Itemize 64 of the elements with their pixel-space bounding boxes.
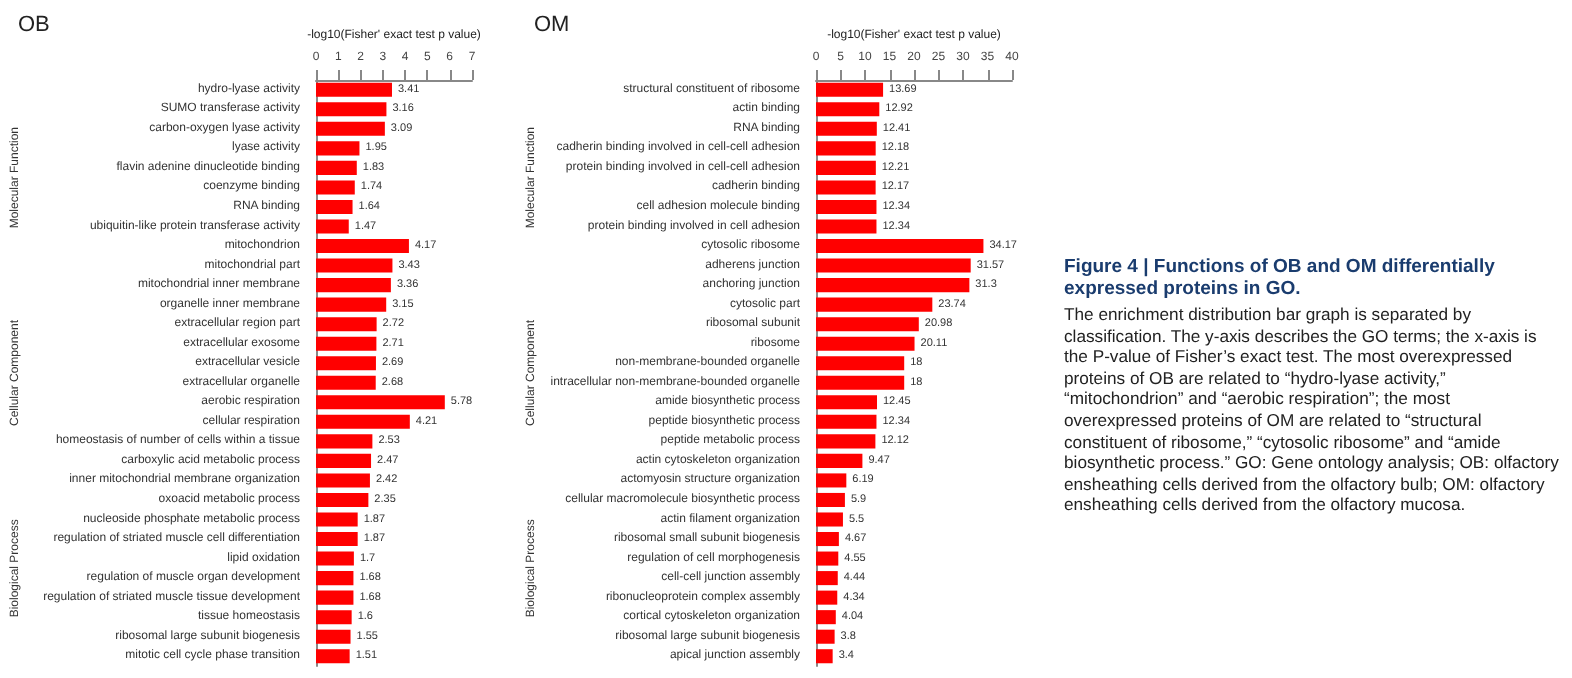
- bar: [316, 102, 387, 117]
- bar: [816, 336, 915, 351]
- bar: [316, 395, 445, 410]
- bar: [816, 141, 876, 156]
- bar: [816, 239, 984, 254]
- bar: [816, 629, 835, 644]
- bar: [816, 180, 876, 195]
- bar: [316, 258, 393, 273]
- bar: [816, 82, 884, 97]
- bar: [316, 219, 349, 234]
- bar: [816, 590, 838, 605]
- bar: [316, 473, 370, 488]
- bar: [316, 199, 353, 214]
- bar: [816, 102, 880, 117]
- bar: [316, 317, 377, 332]
- bar: [816, 551, 839, 566]
- bar: [816, 199, 877, 214]
- bar: [316, 160, 357, 175]
- bar: [316, 141, 360, 156]
- bar: [316, 551, 354, 566]
- bar: [316, 82, 392, 97]
- bar: [816, 375, 905, 390]
- bar: [816, 473, 847, 488]
- bar: [816, 512, 843, 527]
- bar: [316, 512, 358, 527]
- bar: [816, 121, 877, 136]
- bar: [816, 219, 877, 234]
- bar: [316, 180, 355, 195]
- bar: [316, 571, 354, 586]
- bar: [316, 375, 376, 390]
- bar: [816, 297, 933, 312]
- bar: [316, 453, 372, 468]
- bar: [316, 278, 391, 293]
- text: OB: [18, 13, 50, 37]
- bar: [816, 434, 876, 449]
- bar: [816, 610, 836, 625]
- bar: [316, 297, 387, 312]
- bar: [816, 649, 833, 664]
- bar: [816, 532, 839, 547]
- bar: [316, 649, 350, 664]
- bar: [316, 414, 410, 429]
- bar: [816, 160, 876, 175]
- bar: [316, 610, 352, 625]
- bar: [816, 395, 878, 410]
- bar: [316, 629, 351, 644]
- bar: [316, 356, 376, 371]
- bar: [316, 590, 354, 605]
- bar: [816, 278, 970, 293]
- text: The enrichment distribution bar graph is separated by classification. The y-axis describes the GO terms; the x-axis is the P-value of Fisher’s exact test. The most overexpressed proteins of OB are related to “hydro-lyase activity,” “mitochondrion” and “aerobic respiration”; the most overexpressed proteins of OM are related to “structural constituent of ribosome,” “cytosolic ribosome” and “amide biosynthetic process.” GO: Gene ontology analysis; OB: olfactory ensheathing cells derived from the olfactory bulb; OM: olfactory ensheathing cells derived from the olfactory mucosa.: [1064, 304, 1559, 515]
- bar: [816, 356, 905, 371]
- bar: [816, 453, 863, 468]
- bar: [316, 492, 369, 507]
- text: OM: [534, 13, 570, 37]
- bar: [316, 121, 385, 136]
- bar: [816, 571, 838, 586]
- bar: [316, 532, 358, 547]
- bar: [816, 492, 845, 507]
- bar: [316, 434, 373, 449]
- bar: [816, 317, 919, 332]
- bar: [816, 414, 877, 429]
- bar: [316, 239, 409, 254]
- text: Figure 4 | Functions of OB and OM differentially expressed proteins in GO.: [1064, 256, 1497, 300]
- bar: [816, 258, 971, 273]
- bar: [316, 336, 377, 351]
